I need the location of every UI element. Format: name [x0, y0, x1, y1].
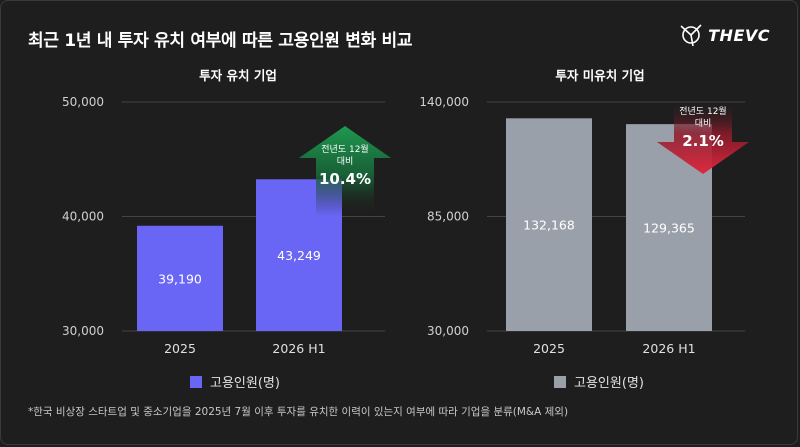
y-tick-label: 30,000: [62, 324, 104, 338]
y-tick-label: 30,000: [427, 324, 469, 338]
y-tick-label: 50,000: [62, 95, 104, 109]
y-tick-label: 140,000: [419, 95, 469, 109]
data-label: 129,365: [643, 221, 695, 236]
legend-not-invested: 고용인원(명): [554, 372, 644, 391]
up-arrow-icon: [299, 126, 391, 216]
bar: [137, 225, 223, 331]
logo-icon: [680, 24, 702, 47]
annotation-value: 10.4%: [319, 170, 371, 188]
annotation-line2: 대비: [337, 156, 354, 167]
legend-swatch: [190, 375, 202, 388]
x-tick-label: 2025: [164, 341, 196, 356]
y-tick-label: 85,000: [427, 210, 469, 224]
footnote: *한국 비상장 스타트업 및 중소기업을 2025년 7월 이후 투자를 유치한…: [28, 406, 569, 418]
y-tick-label: 40,000: [62, 210, 104, 224]
x-tick-label: 2026 H1: [272, 341, 325, 356]
legend-label: 고용인원(명): [210, 376, 280, 391]
annotation-line1: 전년도 12월: [321, 143, 368, 155]
x-tick-label: 2025: [533, 341, 565, 356]
data-label: 39,190: [158, 271, 202, 286]
annotation-line1: 전년도 12월: [679, 105, 726, 117]
legend-invested: 고용인원(명): [190, 372, 280, 391]
chart-title: 투자 유치 기업: [199, 68, 277, 83]
bar: [506, 118, 592, 331]
data-label: 43,249: [277, 248, 321, 263]
chart-title: 투자 미유치 기업: [555, 68, 644, 83]
annotation-line2: 대비: [695, 118, 712, 129]
x-tick-label: 2026 H1: [642, 341, 695, 356]
legend-swatch: [554, 375, 566, 388]
data-label: 132,168: [523, 218, 575, 233]
brand-logo: THEVC: [678, 22, 770, 48]
page-title: 최근 1년 내 투자 유치 여부에 따른 고용인원 변화 비교: [28, 31, 413, 51]
logo-text: THEVC: [708, 25, 770, 45]
annotation-value: 2.1%: [682, 132, 724, 150]
legend-label: 고용인원(명): [574, 376, 644, 391]
down-arrow-icon: [657, 100, 749, 174]
